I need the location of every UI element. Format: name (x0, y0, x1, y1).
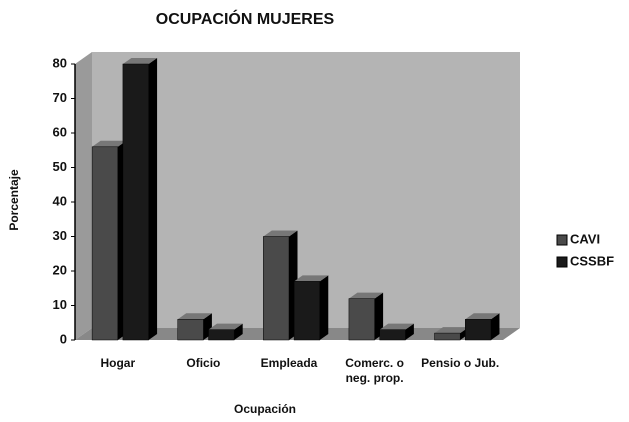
legend-label: CAVI (570, 231, 600, 246)
y-tick-label: 20 (53, 262, 67, 277)
x-tick-label: Empleada (260, 356, 318, 370)
bar (263, 236, 290, 341)
y-tick-label: 80 (53, 55, 67, 70)
bar (293, 281, 321, 341)
bar-top (348, 292, 384, 299)
bar (208, 329, 235, 341)
legend-label: CSSBF (570, 253, 614, 268)
y-tick-label: 10 (53, 297, 67, 312)
bar-top (263, 230, 298, 237)
y-tick-label: 70 (53, 90, 67, 105)
bar (434, 332, 461, 341)
y-axis-label: Porcentaje (7, 169, 21, 231)
y-tick-label: 50 (53, 159, 67, 174)
y-tick-label: 0 (60, 331, 67, 346)
x-axis-label: Ocupación (234, 402, 296, 416)
x-tick-label: Pensio o Jub. (421, 356, 500, 370)
y-tick-label: 40 (53, 193, 67, 208)
bar-side (234, 323, 243, 340)
bar-top (177, 313, 212, 320)
bar-side (319, 275, 329, 340)
back-wall (92, 52, 520, 328)
bar (379, 329, 406, 341)
x-tick-label: Hogar (100, 356, 136, 370)
bar (348, 298, 375, 341)
y-tick-label: 60 (53, 124, 67, 139)
legend-swatch (556, 256, 568, 268)
bar-side (148, 58, 158, 340)
bar-top (465, 313, 500, 320)
legend-swatch (556, 234, 568, 246)
chart-title: OCUPACIÓN MUJERES (156, 9, 335, 28)
x-tick-label: Oficio (186, 356, 221, 370)
side-wall (75, 52, 92, 340)
bar-top (379, 323, 414, 330)
bar-side (374, 292, 384, 340)
bar (177, 319, 204, 341)
bar-top (122, 58, 158, 64)
y-tick-label: 30 (53, 228, 67, 243)
bar-side (490, 313, 500, 340)
bar-top (208, 323, 243, 330)
bar (122, 63, 149, 341)
bar-top (294, 275, 329, 282)
bar-top (92, 140, 127, 147)
bar-top (434, 327, 469, 334)
bar (465, 319, 492, 341)
bar-side (405, 323, 414, 340)
x-tick-label: Comerc. o neg. prop. (345, 356, 404, 385)
bar (91, 146, 119, 341)
